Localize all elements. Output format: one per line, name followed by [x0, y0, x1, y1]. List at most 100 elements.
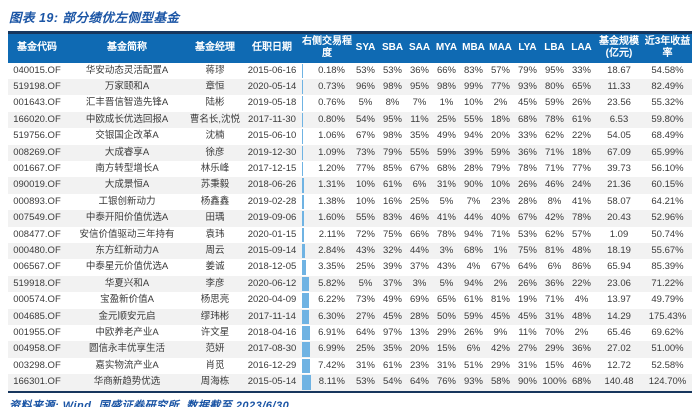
cell-maa: 67% — [490, 261, 510, 273]
cell-fund-size: 23.06 — [607, 277, 631, 289]
cell-mba: 83% — [463, 64, 483, 76]
cell-start-date: 2020-05-14 — [247, 80, 297, 92]
cell-fund-code: 000893.OF — [13, 195, 61, 207]
cell-saa: 7% — [412, 97, 427, 109]
cell-lya: 67% — [517, 212, 537, 224]
trade-degree-value: 5.82% — [318, 277, 345, 289]
cell-maa: 77% — [490, 80, 510, 92]
cell-fund-code: 519756.OF — [13, 130, 61, 142]
cell-lba: 100% — [542, 376, 567, 388]
cell-sya: 5% — [358, 97, 373, 109]
cell-fund-manager: 苏秉毅 — [200, 179, 230, 191]
cell-fund-manager: 许文星 — [200, 327, 230, 338]
column-header-mya: MYA — [433, 32, 460, 63]
cell-lya: 33% — [517, 130, 537, 142]
cell-fund-code: 000574.OF — [13, 294, 61, 306]
cell-sba: 35% — [382, 343, 402, 355]
cell-sba: 37% — [382, 277, 402, 289]
cell-lya: 75% — [517, 244, 537, 256]
cell-return-3y: 82.49% — [651, 80, 684, 92]
cell-mba: 6% — [466, 343, 481, 355]
cell-fund-manager: 周海栋 — [200, 376, 230, 388]
cell-mba: 26% — [463, 327, 483, 338]
column-header-fund-code: 基金代码 — [8, 32, 66, 63]
cell-return-3y: 51.00% — [651, 343, 684, 355]
cell-fund-manager: 肖觅 — [205, 359, 225, 371]
cell-trade-degree: 1.31% — [302, 177, 352, 193]
trade-degree-value: 2.84% — [318, 244, 345, 256]
cell-lba: 15% — [544, 359, 564, 371]
cell-saa: 37% — [409, 261, 429, 273]
cell-fund-size: 39.73 — [607, 162, 631, 174]
cell-lya: 78% — [517, 162, 537, 174]
cell-return-3y: 50.74% — [651, 228, 684, 240]
cell-saa: 11% — [410, 113, 429, 125]
cell-saa: 35% — [409, 130, 429, 142]
cell-mya: 78% — [436, 228, 456, 240]
cell-fund-code: 040015.OF — [13, 64, 61, 76]
cell-sya: 73% — [355, 146, 375, 158]
cell-start-date: 2016-12-29 — [247, 359, 297, 371]
table-row: 001667.OF 南方转型增长A 林乐峰 2017-12-15 1.20% 77% 85%… — [8, 161, 692, 177]
cell-lba: 78% — [544, 113, 564, 125]
cell-saa: 66% — [409, 228, 429, 240]
cell-lya: 26% — [517, 179, 537, 191]
trade-degree-value: 6.30% — [318, 310, 345, 322]
cell-maa: 45% — [490, 310, 510, 322]
cell-fund-size: 54.05 — [607, 130, 631, 142]
cell-start-date: 2017-11-30 — [248, 113, 296, 125]
cell-trade-degree: 0.73% — [302, 79, 352, 95]
cell-laa: 24% — [571, 179, 591, 191]
table-row: 000893.OF 工银创新动力 杨鑫鑫 2019-02-28 1.38% 10% 16% 2… — [8, 194, 692, 210]
cell-lya: 53% — [517, 228, 537, 240]
cell-lya: 93% — [517, 80, 537, 92]
table-row: 090019.OF 大成景恒A 苏秉毅 2018-06-26 1.31% 10% 61% 6%… — [8, 177, 692, 194]
cell-trade-degree: 2.84% — [302, 243, 352, 259]
cell-fund-manager: 陆彬 — [205, 97, 225, 109]
cell-fund-manager: 李彦 — [205, 277, 225, 289]
cell-sya: 53% — [355, 64, 375, 76]
cell-sba: 61% — [382, 359, 402, 371]
cell-saa: 23% — [409, 359, 429, 371]
trade-degree-bar — [302, 227, 305, 242]
cell-lya: 28% — [517, 195, 537, 207]
trade-degree-bar — [302, 178, 304, 193]
cell-start-date: 2018-04-16 — [247, 327, 297, 338]
cell-fund-name: 中欧成长优选回报A — [85, 113, 169, 125]
cell-laa: 77% — [571, 162, 591, 174]
cell-maa: 58% — [490, 376, 510, 388]
cell-mba: 59% — [463, 310, 483, 322]
column-header-maa: MAA — [487, 32, 514, 63]
cell-sba: 61% — [382, 179, 402, 191]
cell-laa: 46% — [571, 359, 591, 371]
trade-degree-bar — [302, 63, 303, 78]
cell-trade-degree: 0.18% — [302, 63, 352, 79]
cell-fund-size: 1.09 — [609, 228, 629, 240]
cell-fund-name: 万家颐和A — [104, 80, 150, 92]
cell-start-date: 2017-12-15 — [247, 162, 297, 174]
cell-fund-name: 大成睿享A — [104, 146, 150, 158]
cell-sya: 25% — [355, 261, 375, 273]
table-row: 004958.OF 圆信永丰优享生活 范妍 2017-08-30 6.99% 25% 35%… — [8, 341, 692, 358]
cell-laa: 26% — [571, 97, 591, 109]
cell-lba: 46% — [544, 179, 564, 191]
cell-fund-manager: 林乐峰 — [200, 162, 230, 174]
cell-sya: 5% — [358, 277, 373, 289]
trade-degree-value: 6.22% — [318, 294, 345, 306]
cell-fund-code: 519198.OF — [13, 80, 61, 92]
cell-lba: 29% — [544, 343, 564, 355]
cell-sya: 31% — [355, 359, 375, 371]
cell-lba: 70% — [544, 327, 564, 338]
cell-saa: 6% — [412, 179, 427, 191]
cell-sba: 45% — [382, 310, 402, 322]
figure-title: 图表 19: 部分绩优左侧型基金 — [9, 11, 180, 25]
cell-lya: 31% — [517, 359, 537, 371]
trade-degree-value: 0.18% — [318, 64, 345, 76]
cell-trade-degree: 0.76% — [302, 95, 352, 111]
cell-laa: 68% — [571, 376, 591, 388]
table-row: 008269.OF 大成睿享A 徐彦 2019-12-30 1.09% 73% 79% 55%… — [8, 144, 692, 161]
column-header-laa: LAA — [568, 32, 595, 63]
cell-fund-manager: 范妍 — [205, 343, 225, 355]
column-header-mba: MBA — [460, 32, 487, 63]
trade-degree-value: 1.31% — [318, 179, 345, 191]
